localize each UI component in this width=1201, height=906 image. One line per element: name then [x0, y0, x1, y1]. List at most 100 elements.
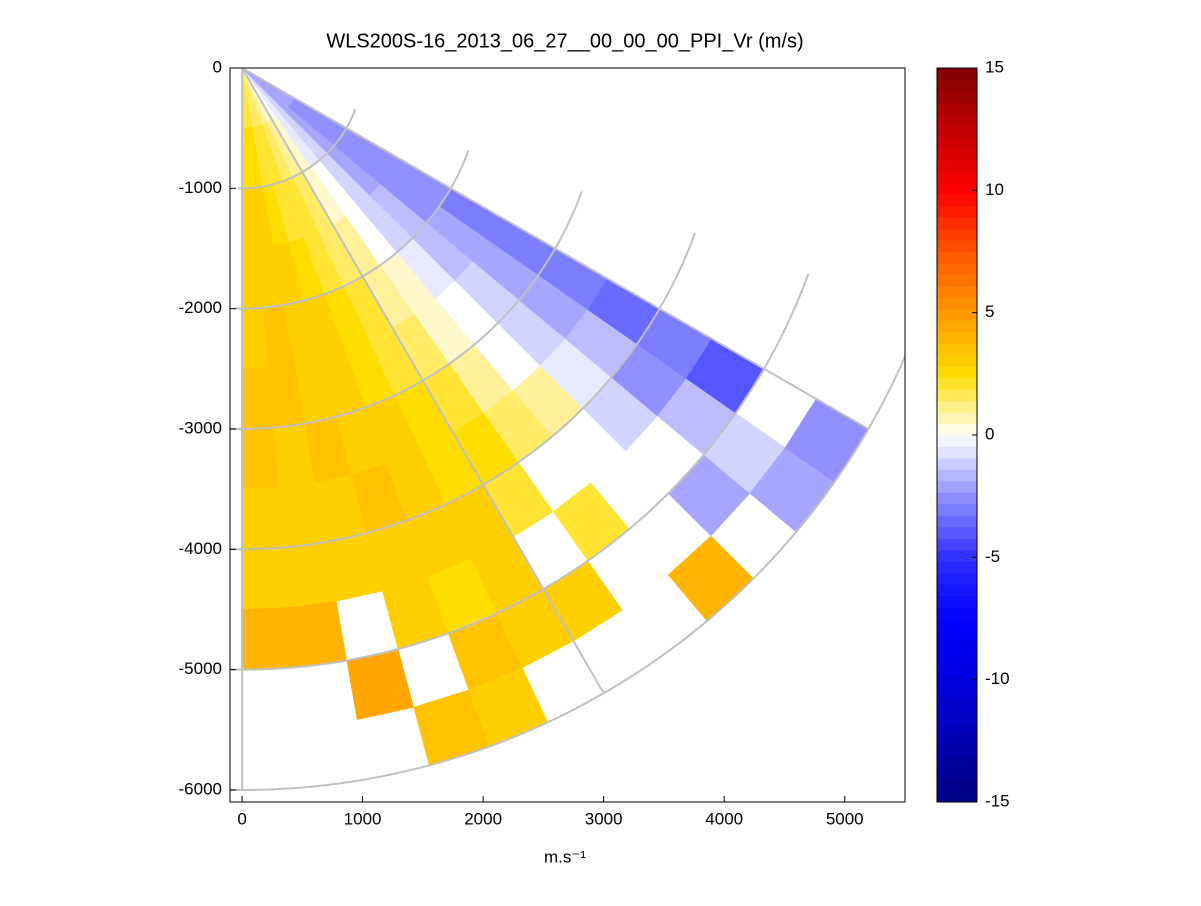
- x-tick-label: 3000: [585, 809, 623, 828]
- colorbar-step: [937, 572, 977, 585]
- colorbar-step: [937, 217, 977, 230]
- colorbar-step: [937, 710, 977, 723]
- colorbar-step: [937, 526, 977, 539]
- colorbar-step: [937, 607, 977, 619]
- colorbar-step: [937, 595, 977, 608]
- range-ring: [237, 108, 357, 190]
- colorbar-step: [937, 767, 977, 780]
- colorbar-step: [937, 629, 977, 642]
- colorbar-step: [937, 389, 977, 402]
- colorbar-step: [937, 549, 977, 562]
- cell: [346, 648, 414, 721]
- colorbar-step: [937, 297, 977, 310]
- colorbar-step: [937, 412, 977, 425]
- cell: [552, 482, 630, 562]
- colorbar-tick-label: -10: [985, 669, 1010, 688]
- colorbar-step: [937, 205, 977, 218]
- colorbar-step: [937, 251, 977, 264]
- colorbar-step: [937, 503, 977, 516]
- y-tick-label: 0: [213, 57, 222, 76]
- colorbar-step: [937, 457, 977, 470]
- range-ring: [230, 191, 583, 430]
- colorbar-tick-label: 10: [985, 180, 1004, 199]
- x-tick-label: 4000: [705, 809, 743, 828]
- colorbar-step: [937, 262, 977, 275]
- cell: [241, 427, 280, 490]
- colorbar-step: [937, 675, 977, 688]
- y-tick-label: -5000: [179, 659, 222, 678]
- cells: [241, 68, 869, 766]
- colorbar-step: [937, 354, 977, 367]
- colorbar-step: [937, 125, 977, 138]
- colorbar-step: [937, 664, 977, 677]
- colorbar-step: [937, 377, 977, 390]
- azimuth-line: [241, 68, 605, 694]
- colorbar-frame: [936, 67, 978, 803]
- colorbar-step: [937, 194, 977, 207]
- colorbar-step: [937, 136, 977, 149]
- colorbar-step: [937, 733, 977, 746]
- colorbar-step: [937, 721, 977, 734]
- colorbar-step: [937, 182, 977, 195]
- colorbar-step: [937, 423, 977, 436]
- colorbar-step: [937, 331, 977, 344]
- grid: [230, 68, 905, 791]
- colorbar-step: [937, 148, 977, 161]
- colorbar-step: [937, 240, 977, 252]
- colorbar-step: [937, 68, 977, 80]
- plot-frame: [229, 67, 906, 803]
- colorbar-step: [937, 308, 977, 321]
- y-tick-label: -1000: [179, 178, 222, 197]
- colorbar-step: [937, 79, 977, 92]
- range-ring: [230, 353, 905, 791]
- colorbar-step: [937, 756, 977, 769]
- colorbar-step: [937, 561, 977, 574]
- colorbar-step: [937, 400, 977, 413]
- colorbar-step: [937, 366, 977, 379]
- colorbar: -15 -10 -5 0 5 10 15: [937, 57, 1010, 810]
- colorbar-step: [937, 159, 977, 172]
- x-tick-label: 0: [237, 809, 246, 828]
- y-tick-label: -2000: [179, 298, 222, 317]
- colorbar-step: [937, 779, 977, 792]
- colorbar-step: [937, 687, 977, 700]
- colorbar-step: [937, 698, 977, 711]
- colorbar-step: [937, 90, 977, 103]
- x-tick-label: 2000: [464, 809, 502, 828]
- x-tick-label: 1000: [344, 809, 382, 828]
- colorbar-step: [937, 102, 977, 115]
- colorbar-step: [937, 480, 977, 493]
- cell: [241, 607, 295, 670]
- colorbar-tick-label: 5: [985, 302, 994, 321]
- colorbar-step: [937, 492, 977, 505]
- y-tick-label: -3000: [179, 418, 222, 437]
- azimuth-line: [241, 68, 869, 430]
- cell: [667, 535, 754, 622]
- cell: [289, 600, 347, 668]
- range-ring: [230, 273, 810, 671]
- colorbar-step: [937, 446, 977, 459]
- colorbar-step: [937, 171, 977, 184]
- x-axis-label: m.s⁻¹: [544, 847, 586, 866]
- chart-title: WLS200S-16_2013_06_27__00_00_00_PPI_Vr (…: [326, 30, 803, 52]
- colorbar-step: [937, 641, 977, 654]
- y-tick-label: -6000: [179, 779, 222, 798]
- colorbar-step: [937, 744, 977, 757]
- colorbar-step: [937, 515, 977, 528]
- colorbar-step: [937, 274, 977, 287]
- colorbar-step: [937, 343, 977, 356]
- colorbar-tick-label: -15: [985, 791, 1010, 810]
- colorbar-step: [937, 113, 977, 126]
- colorbar-tick-label: 0: [985, 424, 994, 443]
- cell: [241, 487, 285, 550]
- cell: [241, 547, 290, 610]
- colorbar-step: [937, 584, 977, 597]
- colorbar-step: [937, 652, 977, 665]
- x-tick-label: 5000: [826, 809, 864, 828]
- colorbar-tick-label: -5: [985, 547, 1000, 566]
- colorbar-step: [937, 320, 977, 333]
- range-ring: [230, 232, 697, 551]
- colorbar-step: [937, 469, 977, 482]
